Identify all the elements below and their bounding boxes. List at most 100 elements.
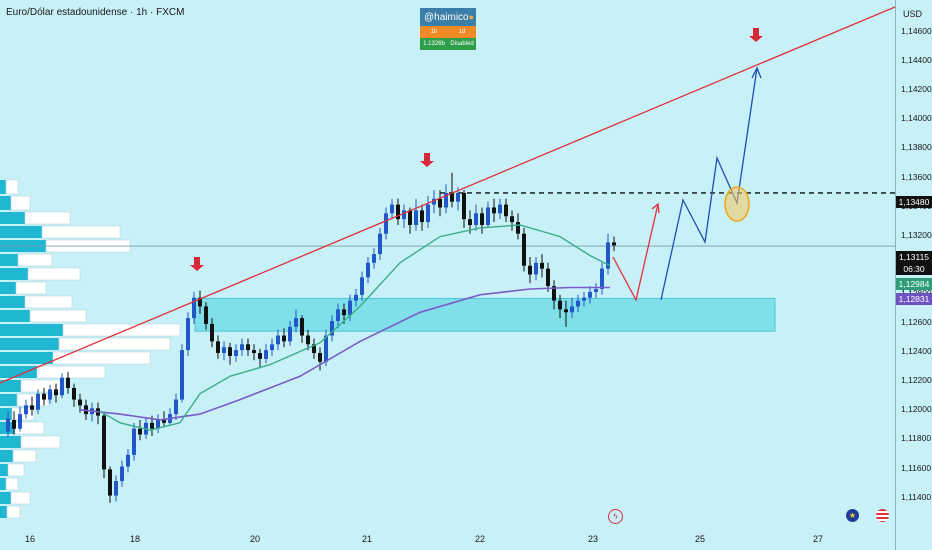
down-arrow-marker — [420, 153, 434, 167]
bearish-candle — [300, 318, 304, 336]
level-price-badge: 1,13480 — [896, 196, 932, 208]
bearish-candle — [468, 219, 472, 225]
time-tick-label: 16 — [24, 534, 36, 544]
volume-profile-bar — [15, 281, 47, 295]
time-tick-label: 25 — [694, 534, 706, 544]
bullish-candle — [390, 204, 394, 214]
volume-profile-bar — [0, 296, 25, 308]
bullish-candle — [348, 300, 352, 316]
volume-profile-bar — [20, 435, 61, 449]
bearish-candle — [216, 341, 220, 354]
bullish-candle — [384, 213, 388, 234]
volume-profile-bar — [0, 196, 11, 210]
price-tick-label: 1,11600 — [901, 462, 932, 473]
volume-profile-bar — [7, 463, 25, 477]
bearish-candle — [66, 377, 70, 388]
price-tick-label: 1,12400 — [901, 346, 932, 357]
lightning-icon[interactable]: ϟ — [608, 509, 623, 524]
fox-logo-icon: ● — [468, 12, 475, 22]
volume-profile-bar — [58, 337, 171, 351]
bearish-candle — [12, 419, 16, 429]
bearish-candle — [306, 335, 310, 345]
ma-fast-badge: 1,12984 — [896, 278, 932, 290]
us-flag-icon[interactable] — [876, 509, 889, 522]
bullish-candle — [378, 233, 382, 255]
bearish-candle — [522, 233, 526, 266]
bullish-candle — [594, 288, 598, 292]
bullish-candle — [354, 294, 358, 301]
bearish-candle — [42, 393, 46, 400]
bearish-candle — [312, 344, 316, 354]
bearish-candle — [102, 415, 106, 470]
bearish-candle — [420, 210, 424, 223]
bearish-candle — [504, 204, 508, 217]
volume-profile-bar — [0, 506, 7, 518]
time-tick-label: 27 — [812, 534, 824, 544]
bearish-candle — [552, 286, 556, 301]
watermark-username-text: @haimico — [424, 11, 469, 23]
bearish-candle — [282, 335, 286, 342]
bearish-candle — [318, 353, 322, 362]
bullish-candle — [240, 344, 244, 351]
bearish-candle — [210, 323, 214, 342]
price-tick-label: 1,14000 — [901, 113, 932, 124]
projection-arrowhead-blue — [751, 66, 762, 79]
ma-slow-badge: 1,12831 — [896, 293, 932, 305]
bearish-candle — [462, 192, 466, 220]
volume-profile-bar — [0, 226, 42, 238]
bullish-candle — [414, 210, 418, 225]
volume-profile-bar — [10, 195, 31, 211]
bullish-candle — [360, 277, 364, 295]
time-tick-label: 18 — [129, 534, 141, 544]
projection-path-red — [612, 203, 659, 302]
bearish-candle — [558, 300, 562, 310]
ma-fast-line — [99, 224, 611, 431]
bullish-candle — [534, 262, 538, 275]
bullish-candle — [486, 207, 490, 225]
bullish-candle — [36, 393, 40, 410]
bearish-candle — [492, 207, 496, 214]
volume-profile-bar — [17, 253, 53, 267]
volume-profile-bar — [0, 338, 59, 350]
volume-profile-bar — [5, 477, 19, 491]
bullish-candle — [474, 213, 478, 225]
time-tick-label: 22 — [474, 534, 486, 544]
bearish-candle — [342, 309, 346, 316]
bearish-candle — [564, 309, 568, 313]
bullish-candle — [186, 318, 190, 351]
price-axis[interactable] — [895, 0, 932, 550]
bullish-candle — [294, 318, 298, 327]
bullish-candle — [606, 242, 610, 269]
eu-flag-icon[interactable]: ★ — [846, 509, 859, 522]
bearish-candle — [138, 428, 142, 435]
bullish-candle — [588, 291, 592, 298]
volume-profile-bar — [36, 365, 106, 379]
volume-profile-bar — [52, 351, 151, 365]
price-tick-label: 1,13600 — [901, 171, 932, 182]
bullish-candle — [60, 377, 64, 396]
bullish-candle — [222, 347, 226, 354]
volume-profile-bar — [0, 450, 13, 462]
currency-label[interactable]: USD — [903, 9, 923, 19]
bearish-candle — [72, 387, 76, 400]
bullish-candle — [570, 306, 574, 313]
volume-profile-bar — [0, 324, 63, 336]
price-tick-label: 1,12200 — [901, 375, 932, 386]
bearish-candle — [246, 344, 250, 351]
symbol-title[interactable]: Euro/Dólar estadounidense · 1h · FXCM — [6, 7, 185, 18]
time-tick-label: 23 — [587, 534, 599, 544]
bullish-candle — [156, 419, 160, 429]
volume-profile-bar — [0, 436, 21, 448]
volume-profile-bar — [0, 282, 16, 294]
volume-profile-bar — [12, 449, 37, 463]
price-tick-label: 1,13200 — [901, 229, 932, 240]
watermark-row1-left: 1h — [430, 29, 438, 35]
watermark-row-1: 1h 1d — [420, 26, 476, 38]
time-tick-label: 20 — [249, 534, 261, 544]
bearish-candle — [408, 210, 412, 225]
bullish-candle — [6, 418, 10, 432]
bullish-candle — [600, 268, 604, 289]
bearish-candle — [540, 262, 544, 269]
bullish-candle — [498, 204, 502, 214]
